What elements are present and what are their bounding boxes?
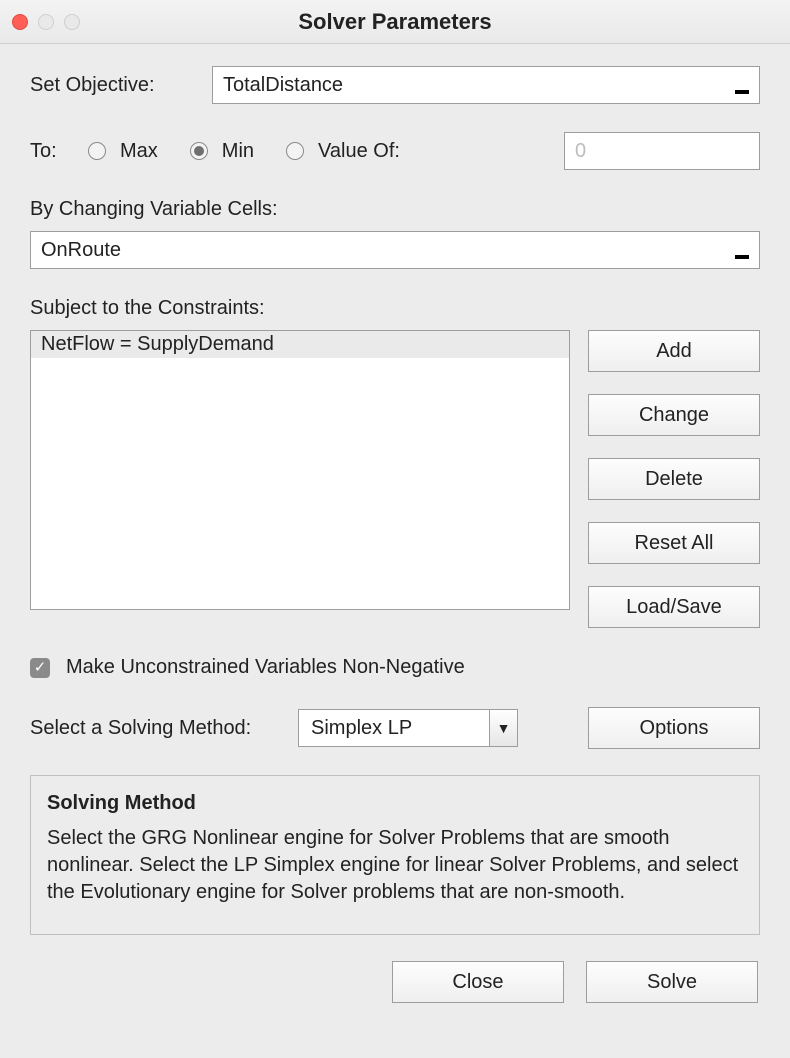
changing-value: OnRoute <box>41 239 121 262</box>
add-button[interactable]: Add <box>588 330 760 372</box>
radio-min-label: Min <box>222 140 254 163</box>
range-picker-icon[interactable] <box>735 255 749 259</box>
objective-input[interactable]: TotalDistance <box>212 66 760 104</box>
method-selected: Simplex LP <box>311 717 412 740</box>
to-row: To: Max Min Value Of: 0 <box>30 132 760 170</box>
method-select[interactable]: Simplex LP ▼ <box>298 709 518 747</box>
method-label: Select a Solving Method: <box>30 717 298 740</box>
non-negative-label: Make Unconstrained Variables Non-Negativ… <box>66 656 465 679</box>
info-body: Select the GRG Nonlinear engine for Solv… <box>47 825 743 906</box>
window-title: Solver Parameters <box>298 9 491 35</box>
range-picker-icon[interactable] <box>735 90 749 94</box>
value-of-value: 0 <box>575 140 586 163</box>
chevron-down-icon[interactable]: ▼ <box>489 710 517 746</box>
constraint-item[interactable]: NetFlow = SupplyDemand <box>31 331 569 358</box>
to-label: To: <box>30 140 88 163</box>
minimize-window-icon <box>38 14 54 30</box>
changing-input[interactable]: OnRoute <box>30 231 760 269</box>
options-button[interactable]: Options <box>588 707 760 749</box>
value-of-input[interactable]: 0 <box>564 132 760 170</box>
change-button[interactable]: Change <box>588 394 760 436</box>
constraints-list[interactable]: NetFlow = SupplyDemand <box>30 330 570 610</box>
solving-method-info: Solving Method Select the GRG Nonlinear … <box>30 775 760 935</box>
changing-section: By Changing Variable Cells: OnRoute <box>30 198 760 269</box>
constraints-section: Subject to the Constraints: NetFlow = Su… <box>30 297 760 628</box>
radio-max-label: Max <box>120 140 158 163</box>
radio-value-of[interactable] <box>286 142 304 160</box>
info-heading: Solving Method <box>47 790 743 817</box>
solve-button[interactable]: Solve <box>586 961 758 1003</box>
method-row: Select a Solving Method: Simplex LP ▼ Op… <box>30 707 760 749</box>
window-controls <box>12 14 80 30</box>
radio-value-of-label: Value Of: <box>318 140 400 163</box>
objective-row: Set Objective: TotalDistance <box>30 66 760 104</box>
titlebar: Solver Parameters <box>0 0 790 44</box>
radio-min[interactable] <box>190 142 208 160</box>
changing-label: By Changing Variable Cells: <box>30 198 760 221</box>
delete-button[interactable]: Delete <box>588 458 760 500</box>
objective-value: TotalDistance <box>223 74 343 97</box>
reset-all-button[interactable]: Reset All <box>588 522 760 564</box>
non-negative-row: ✓ Make Unconstrained Variables Non-Negat… <box>30 656 760 679</box>
footer: Close Solve <box>30 961 760 1003</box>
constraints-label: Subject to the Constraints: <box>30 297 760 320</box>
zoom-window-icon <box>64 14 80 30</box>
close-window-icon[interactable] <box>12 14 28 30</box>
radio-max[interactable] <box>88 142 106 160</box>
close-button[interactable]: Close <box>392 961 564 1003</box>
non-negative-checkbox[interactable]: ✓ <box>30 658 50 678</box>
objective-label: Set Objective: <box>30 74 212 97</box>
load-save-button[interactable]: Load/Save <box>588 586 760 628</box>
